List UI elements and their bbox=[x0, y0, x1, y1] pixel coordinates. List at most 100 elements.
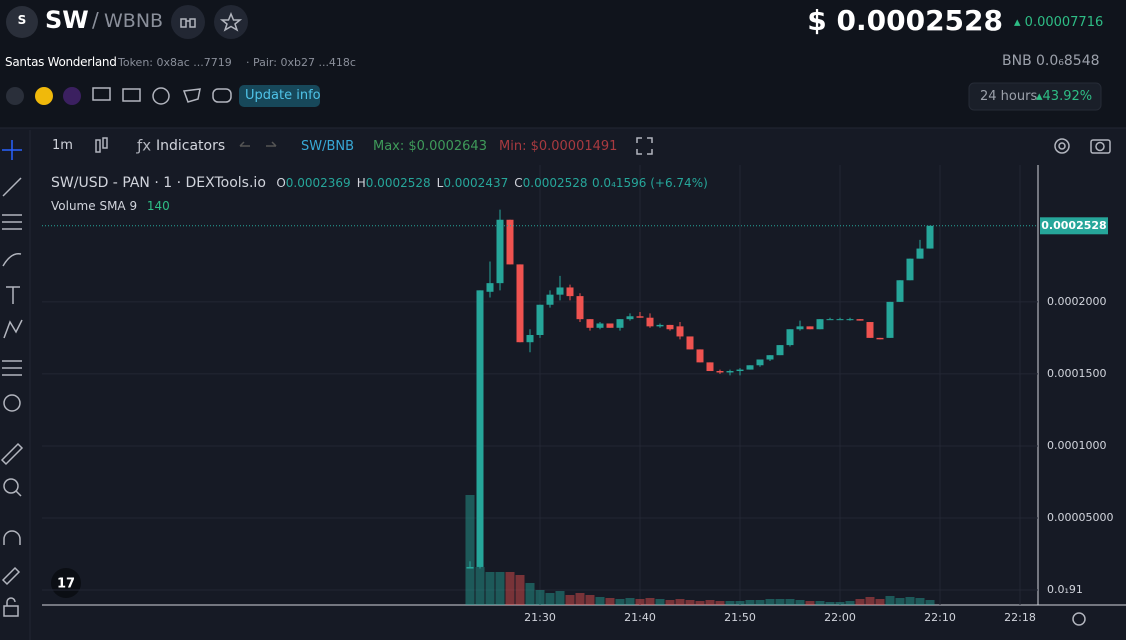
last-price-label: 0.0002528 bbox=[1041, 219, 1106, 232]
candle-body bbox=[726, 371, 734, 373]
avatar-text: S bbox=[17, 13, 27, 27]
candle-body bbox=[716, 371, 724, 373]
pair-address: · Pair: 0xb27 ...418c bbox=[246, 56, 356, 69]
volume-bar bbox=[485, 572, 495, 605]
volume-bar bbox=[715, 601, 725, 605]
bscscan-icon[interactable] bbox=[35, 87, 53, 105]
candle-body bbox=[656, 324, 664, 327]
chart-bg bbox=[0, 128, 1126, 640]
volume-bar bbox=[855, 599, 865, 605]
volume-bar bbox=[655, 599, 665, 605]
period-change: ▴43.92% bbox=[1036, 89, 1093, 104]
candle-body bbox=[786, 329, 794, 346]
indicators[interactable]: Indicators bbox=[156, 138, 226, 154]
candle-body bbox=[546, 294, 554, 305]
x-tick-label: 22:10 bbox=[924, 611, 956, 624]
candle-body bbox=[476, 290, 484, 567]
binoculars-icon bbox=[180, 18, 196, 28]
candle-body bbox=[826, 319, 834, 321]
website-icon[interactable] bbox=[92, 87, 111, 101]
volume-bar bbox=[735, 601, 745, 605]
volume-bar bbox=[535, 590, 545, 605]
candle-body bbox=[776, 345, 784, 356]
volume-bar bbox=[525, 583, 535, 605]
favorite-button[interactable] bbox=[214, 5, 248, 39]
candle-body bbox=[586, 319, 594, 328]
separator: / bbox=[92, 8, 99, 32]
max-price: Max: $0.0002643 bbox=[373, 139, 487, 154]
update-info[interactable]: Update info bbox=[245, 88, 321, 103]
volume-bar bbox=[705, 600, 715, 605]
telegram-icon[interactable] bbox=[152, 87, 170, 105]
compare-button[interactable] bbox=[171, 5, 205, 39]
candle-body bbox=[616, 319, 624, 328]
update-button[interactable] bbox=[239, 85, 320, 107]
toolbar-pair[interactable]: SW/BNB bbox=[301, 139, 355, 154]
volume-bar bbox=[555, 591, 565, 605]
period-change-value: 43.92% bbox=[1042, 89, 1093, 104]
volume-bar bbox=[685, 600, 695, 605]
candle-body bbox=[706, 362, 714, 372]
candle-body bbox=[496, 219, 504, 284]
candle-body bbox=[866, 322, 874, 338]
ohlc-value: 0.0002528 bbox=[365, 176, 431, 190]
period: 24 hours bbox=[980, 89, 1038, 104]
volume-bar bbox=[755, 600, 765, 605]
dex-icon[interactable] bbox=[63, 87, 81, 105]
candle-body bbox=[876, 337, 884, 340]
token-name: Santas Wonderland bbox=[5, 55, 117, 69]
axis-settings-icon[interactable] bbox=[1072, 612, 1086, 626]
y-tick-label: 0.0₁91 bbox=[1047, 583, 1083, 596]
email-icon[interactable] bbox=[122, 88, 141, 102]
fx-icon: ƒx bbox=[136, 137, 151, 155]
candle-body bbox=[906, 258, 914, 281]
bnb-value: 0.0₆8548 bbox=[1036, 53, 1100, 69]
candle-body bbox=[846, 319, 854, 321]
volume-bar bbox=[745, 600, 755, 605]
legend-ohlc: O0.0002369 H0.0002528 L0.0002437 C0.0002528 bbox=[270, 176, 587, 190]
interval[interactable]: 1m bbox=[52, 138, 73, 153]
volume-bar bbox=[895, 598, 905, 605]
volume-bar bbox=[575, 593, 585, 605]
candle-body bbox=[736, 369, 744, 372]
last-price-box bbox=[1040, 217, 1108, 235]
x-tick-label: 22:18 bbox=[1004, 611, 1036, 624]
legend-change: 0.0₄1596 (+6.74%) bbox=[591, 176, 708, 190]
candle-body bbox=[566, 287, 574, 297]
candle-body bbox=[686, 336, 694, 350]
volume-bar bbox=[565, 595, 575, 605]
candle-body bbox=[696, 349, 704, 363]
volume-bar bbox=[925, 600, 935, 605]
candle-body bbox=[536, 304, 544, 336]
twitter-icon[interactable] bbox=[182, 88, 201, 103]
tv-logo-text: 17 bbox=[57, 577, 75, 592]
volume-bar bbox=[785, 599, 795, 605]
volume-bar bbox=[495, 572, 505, 605]
x-tick-label: 21:50 bbox=[724, 611, 756, 624]
candle-body bbox=[806, 326, 814, 330]
volume-bar bbox=[675, 599, 685, 605]
candle-body bbox=[666, 324, 674, 330]
candle-body bbox=[626, 316, 634, 320]
legend-title: SW/USD - PAN · 1 · DEXTools.io bbox=[51, 175, 266, 191]
candle-body bbox=[606, 323, 614, 328]
volume-bar bbox=[695, 601, 705, 605]
discord-icon[interactable] bbox=[212, 88, 232, 103]
candle-body bbox=[886, 301, 894, 338]
y-tick-label: 0.0001000 bbox=[1047, 439, 1107, 452]
volume-bar bbox=[805, 601, 815, 605]
candle-body bbox=[576, 296, 584, 320]
volume-bar bbox=[875, 599, 885, 605]
volume-bar bbox=[545, 593, 555, 605]
candle-body bbox=[636, 316, 644, 318]
candle-body bbox=[516, 264, 524, 343]
volume-bar bbox=[865, 597, 875, 605]
candle-body bbox=[676, 326, 684, 337]
share-icon[interactable] bbox=[6, 87, 24, 105]
volume-bar bbox=[905, 597, 915, 605]
volume-bar bbox=[595, 597, 605, 605]
volume-bar bbox=[625, 598, 635, 605]
quote: WBNB bbox=[104, 10, 164, 32]
drawing-tools bbox=[0, 140, 24, 617]
volume-bar bbox=[815, 601, 825, 605]
